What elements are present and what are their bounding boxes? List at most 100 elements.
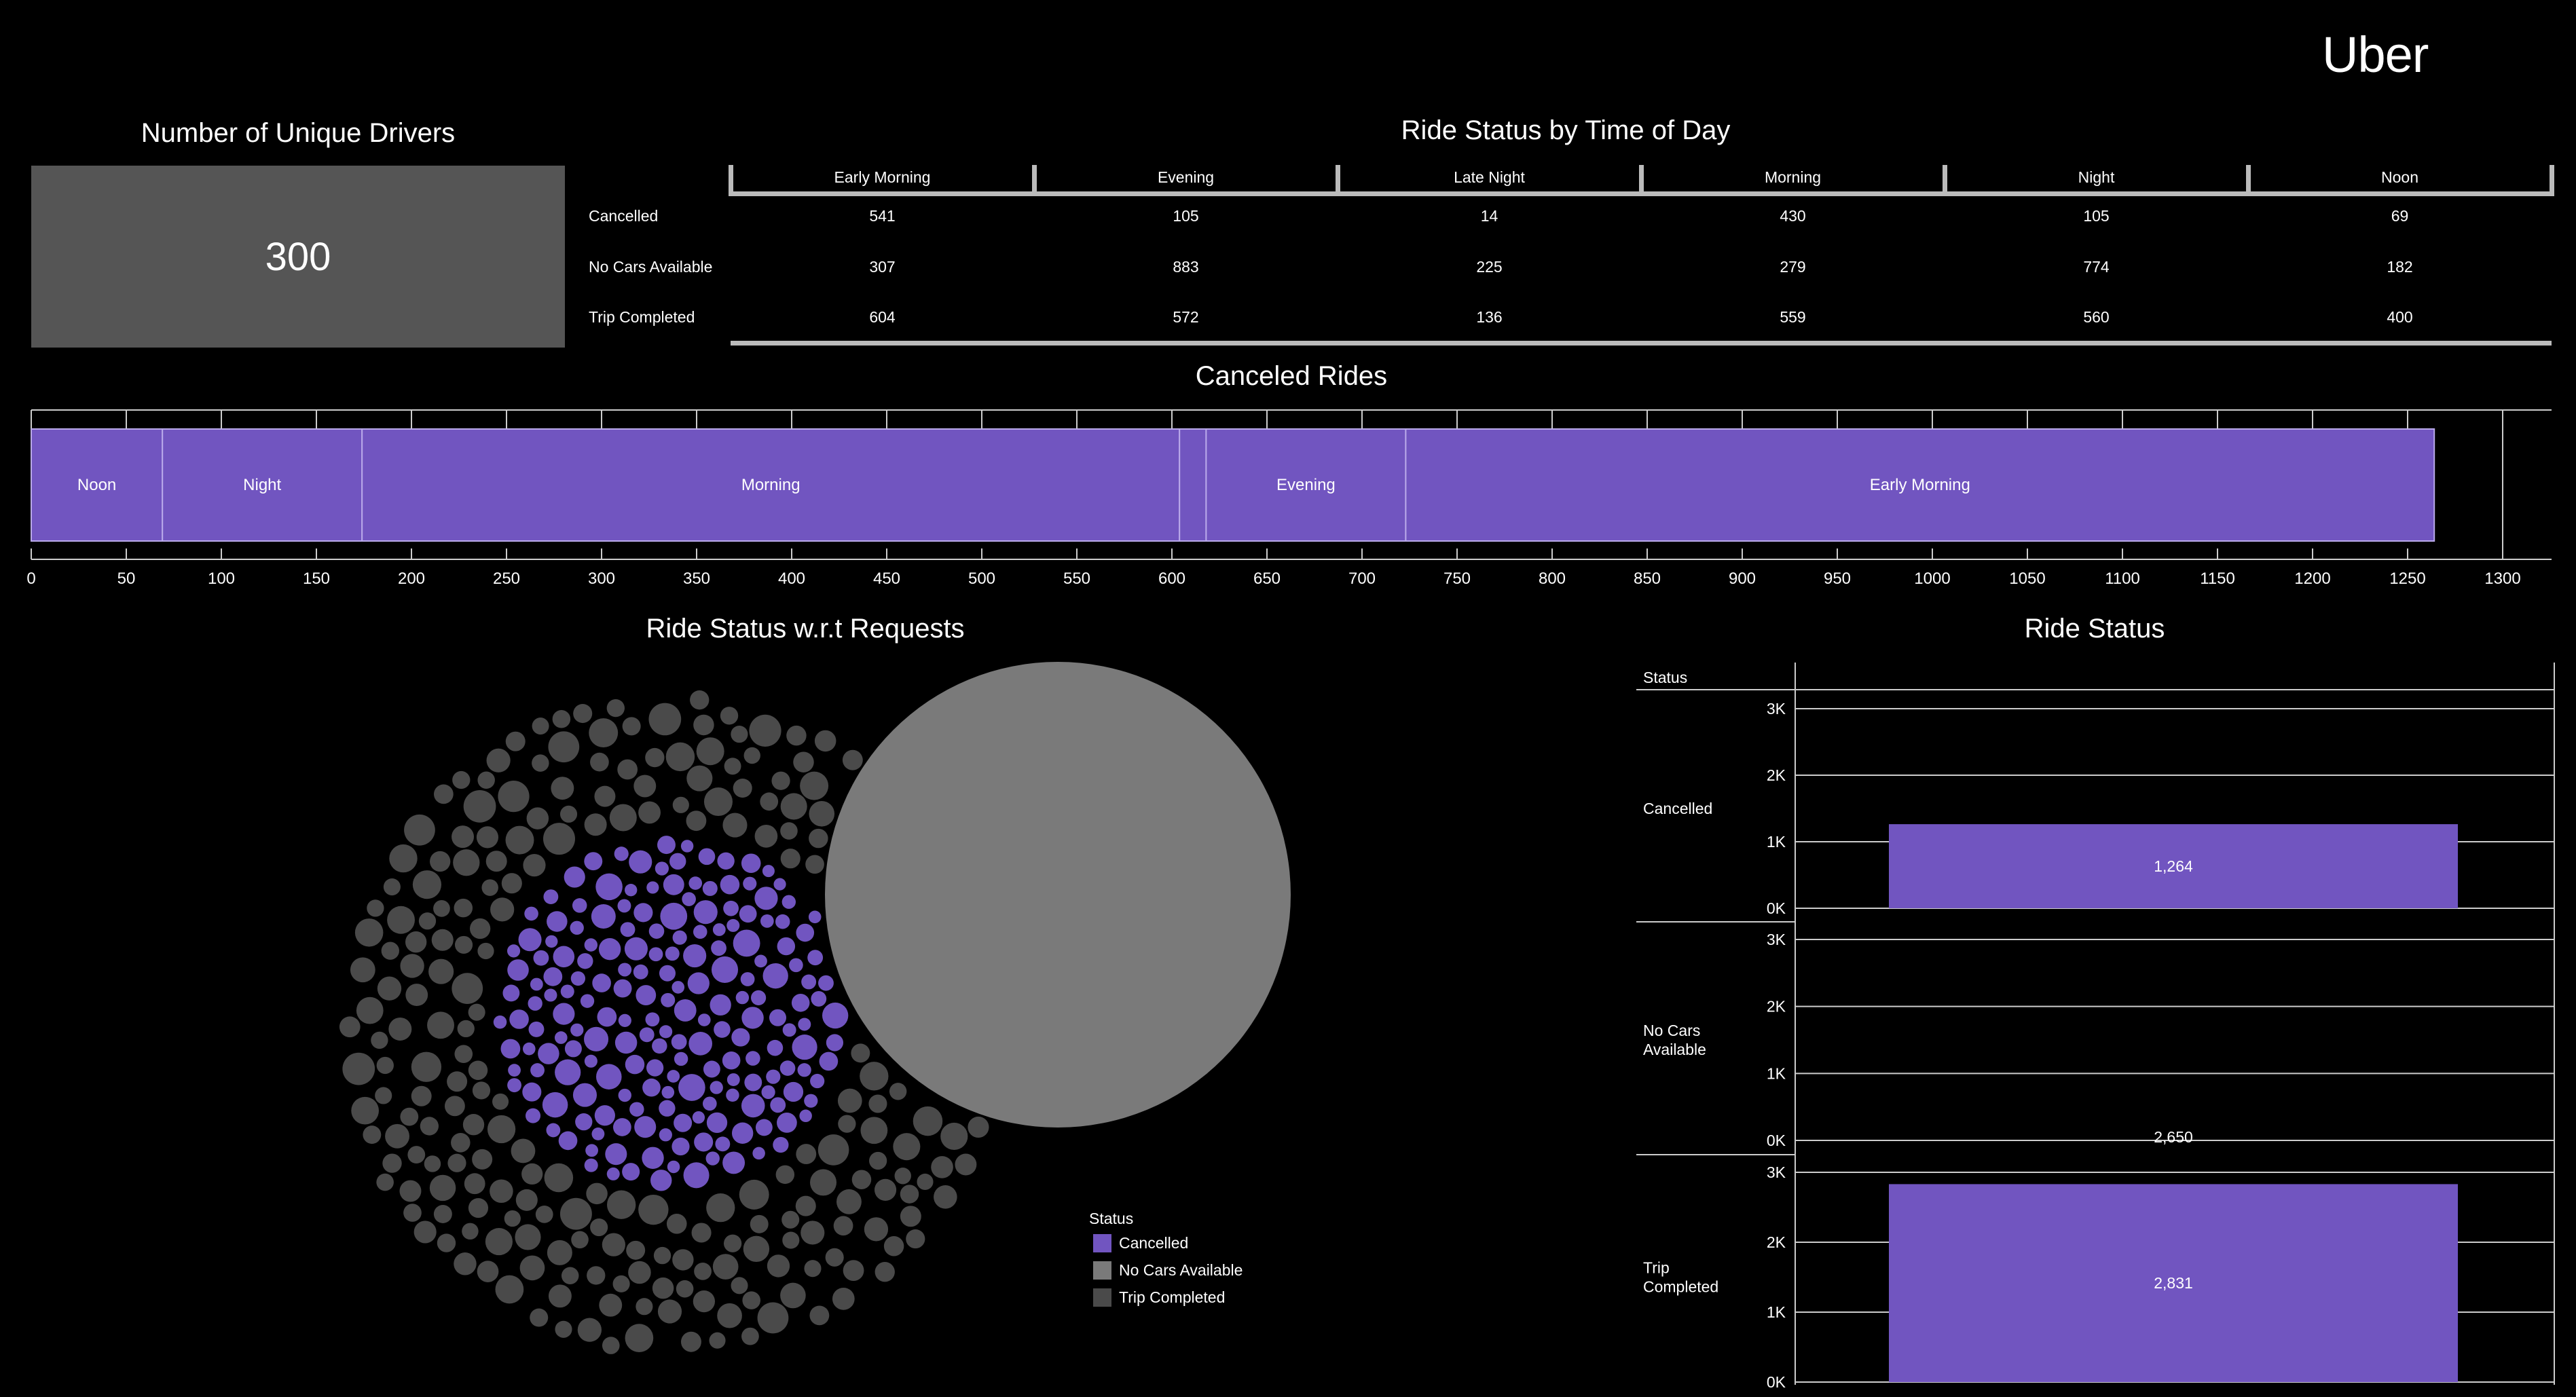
bubble-trip-completed	[385, 1123, 409, 1149]
bubble-trip-completed	[468, 1197, 489, 1218]
bubble-trip-completed	[463, 789, 496, 823]
bubble-cancelled	[633, 964, 648, 980]
table-cell: 883	[1173, 258, 1199, 276]
bubble-trip-completed	[451, 1133, 471, 1153]
y-tick-label: 3K	[1767, 931, 1786, 948]
x-tick-label: 1100	[2105, 570, 2140, 588]
x-tick-label: 900	[1729, 570, 1756, 588]
bubble-trip-completed	[431, 929, 454, 951]
bubble-trip-completed	[742, 1291, 761, 1309]
legend-item-trip-completed[interactable]: Trip Completed	[1093, 1288, 1225, 1307]
table-cell: 105	[1173, 207, 1199, 225]
bubble-trip-completed	[706, 1193, 735, 1223]
bubble-trip-completed	[589, 718, 619, 748]
bubble-cancelled	[779, 1060, 796, 1076]
table-header-divider	[1639, 165, 1644, 196]
bubble-trip-completed	[548, 1284, 572, 1308]
bubble-trip-completed	[622, 717, 641, 736]
bubble-cancelled	[746, 1051, 760, 1066]
bubble-trip-completed	[427, 1011, 454, 1039]
bubble-trip-completed	[883, 1236, 904, 1256]
bubble-cancelled	[783, 1081, 804, 1102]
bubble-trip-completed	[495, 1275, 524, 1304]
bubble-cancelled	[665, 946, 680, 961]
x-tick-label: 500	[968, 570, 995, 588]
table-cell: 400	[2387, 308, 2413, 326]
legend-item-cancelled[interactable]: Cancelled	[1093, 1234, 1188, 1252]
bubble-trip-completed	[638, 801, 661, 824]
bubble-cancelled	[493, 1015, 507, 1029]
bubble-cancelled	[775, 914, 790, 929]
bubble-trip-completed	[731, 725, 748, 743]
bubble-cancelled	[642, 1078, 661, 1097]
bubble-cancelled	[692, 1111, 705, 1124]
legend-label: Cancelled	[1119, 1234, 1189, 1252]
bubble-cancelled	[572, 898, 587, 913]
x-tick-label: 700	[1348, 570, 1376, 588]
bubble-cancelled	[672, 930, 687, 945]
bubble-cancelled	[546, 1123, 561, 1138]
bubble-trip-completed	[561, 1267, 579, 1284]
bubble-cancelled	[674, 1113, 693, 1132]
canceled-rides-title: Canceled Rides	[1195, 361, 1388, 391]
y-tick-label: 2K	[1767, 998, 1786, 1016]
bubble-cancelled	[761, 1085, 775, 1099]
bubble-trip-completed	[363, 1125, 382, 1144]
bubble-trip-completed	[573, 704, 593, 724]
bubble-cancelled	[598, 937, 621, 961]
bubble-cancelled	[507, 1078, 521, 1093]
x-tick-label: 550	[1063, 570, 1090, 588]
bubble-trip-completed	[501, 873, 522, 894]
bubble-cancelled	[553, 1003, 575, 1025]
table-header-divider	[2550, 165, 2554, 196]
bubble-trip-completed	[940, 1122, 968, 1151]
legend-item-no-cars[interactable]: No Cars Available	[1093, 1261, 1243, 1280]
bubble-trip-completed	[407, 1146, 426, 1164]
bubble-cancelled	[595, 1064, 622, 1089]
bubble-trip-completed	[587, 1266, 606, 1285]
bubble-trip-completed	[400, 1107, 419, 1126]
bubble-trip-completed	[781, 1210, 800, 1229]
bubble-cancelled	[634, 1116, 657, 1138]
bubble-cancelled	[770, 1097, 786, 1113]
bubble-trip-completed	[472, 1081, 491, 1100]
bubble-trip-completed	[571, 1231, 589, 1249]
bubble-trip-completed	[428, 958, 454, 984]
bubble-cancelled	[530, 977, 543, 991]
facet-label: Completed	[1643, 1278, 1718, 1296]
bubble-cancelled	[792, 1035, 817, 1060]
bubble-cancelled	[678, 1074, 705, 1101]
bubble-cancelled	[595, 873, 623, 901]
bubble-cancelled	[752, 1147, 765, 1160]
bubble-cancelled	[811, 991, 827, 1007]
table-cell: 604	[869, 308, 896, 326]
bubble-trip-completed	[836, 1189, 862, 1214]
table-cell: 182	[2387, 258, 2413, 276]
bubble-trip-completed	[452, 973, 483, 1004]
bubble-cancelled	[500, 1039, 521, 1059]
bar-segment	[1405, 428, 2435, 542]
bubble-cancelled	[798, 1018, 811, 1031]
bubble-trip-completed	[387, 906, 415, 934]
bubble-trip-completed	[602, 1233, 626, 1256]
bubble-cancelled	[818, 975, 834, 991]
bar-segment-label: Morning	[741, 476, 801, 494]
bubble-trip-completed	[893, 1133, 921, 1161]
bubble-cancelled	[646, 1059, 664, 1077]
bubble-cancelled	[629, 1102, 644, 1117]
bubble-trip-completed	[955, 1153, 977, 1176]
bubble-cancelled	[688, 1032, 713, 1056]
bubble-cancelled	[769, 1009, 787, 1026]
bubble-trip-completed	[672, 1249, 694, 1271]
bubble-trip-completed	[609, 804, 637, 832]
facet-label: Cancelled	[1643, 800, 1712, 817]
bubble-cancelled	[687, 972, 710, 994]
bubble-trip-completed	[403, 1204, 422, 1222]
bubble-cancelled	[777, 1113, 797, 1133]
bubble-trip-completed	[519, 1255, 545, 1281]
bar-segment	[361, 428, 1181, 542]
bubble-cancelled	[755, 1119, 773, 1136]
table-row-label: Cancelled	[589, 207, 659, 225]
bubble-trip-completed	[793, 751, 814, 772]
